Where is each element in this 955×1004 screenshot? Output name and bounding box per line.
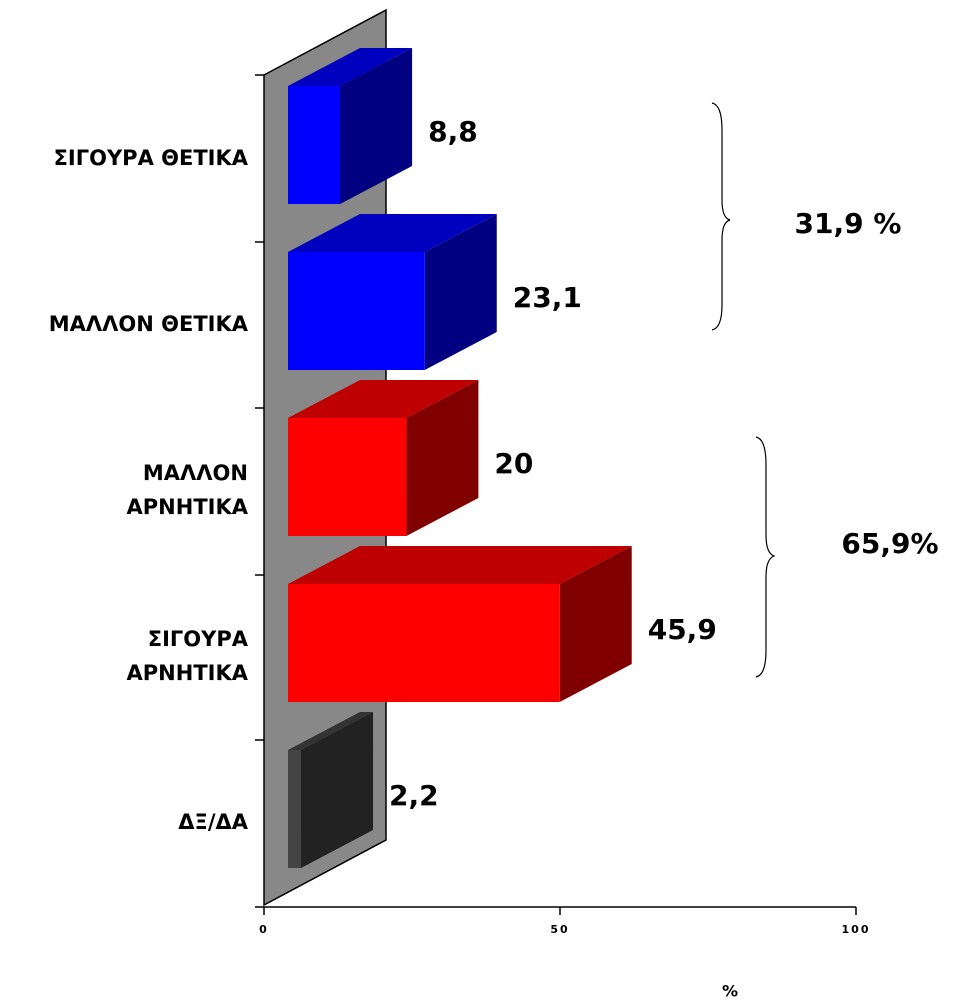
bar-side [559,546,632,702]
bar [288,584,560,702]
bar-top [288,214,497,252]
data-label: 20 [494,447,533,480]
bar-side [424,214,497,370]
bar-top [288,380,479,418]
y-ticks [255,74,264,908]
data-label: 8,8 [428,115,478,148]
data-label: 2,2 [389,779,439,812]
x-tick-label: 0 [259,923,269,936]
y-tick-label: ΜΑΛΛΟΝ ΑΡΝΗΤΙΚΑ [126,461,248,519]
data-label: 45,9 [648,613,717,646]
bar [288,750,302,868]
y-tick-label: ΣΙΓΟΥΡΑ ΑΡΝΗΤΙΚΑ [126,627,248,685]
bar [288,418,407,536]
y-tick-label: ΔΞ/ΔΑ [178,810,248,834]
bar-top [288,712,374,750]
x-axis-label: % [722,982,738,1001]
x-tick-label: 100 [842,923,871,936]
annotation: 65,9% [841,527,938,560]
bar [288,86,341,204]
y-tick-label: ΣΙΓΟΥΡΑ ΘΕΤΙΚΑ [53,146,248,170]
bracket [755,436,776,678]
x-tick-label: 50 [550,923,569,936]
bar-top [288,48,413,86]
data-label: 23,1 [513,281,582,314]
bar-side [406,380,479,536]
annotation: 31,9 % [795,207,902,240]
bar-side [301,712,374,868]
bar-top [288,546,632,584]
bracket [711,102,731,331]
bar-side [340,48,413,204]
y-tick-label: ΜΑΛΛΟΝ ΘΕΤΙΚΑ [48,312,248,336]
bar [288,252,425,370]
